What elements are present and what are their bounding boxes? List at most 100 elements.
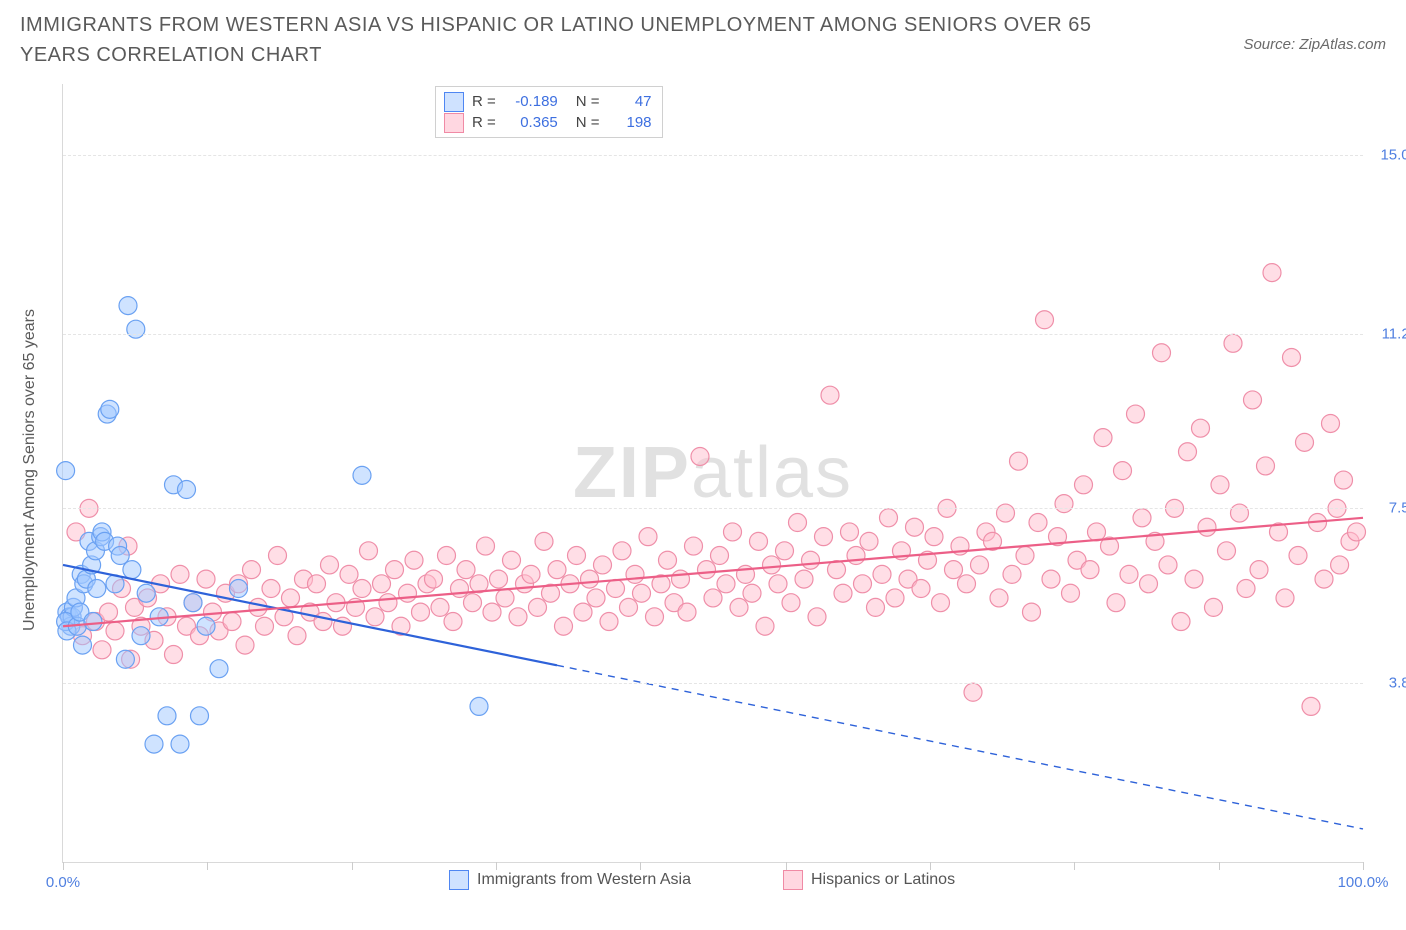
data-point [106,622,124,640]
data-point [1322,414,1340,432]
data-point [789,514,807,532]
data-point [646,608,664,626]
data-point [379,594,397,612]
data-point [451,580,469,598]
data-point [1257,457,1275,475]
data-point [490,570,508,588]
data-point [191,707,209,725]
source-credit: Source: ZipAtlas.com [1243,36,1386,53]
x-tick [496,862,497,870]
data-point [587,589,605,607]
data-point [100,603,118,621]
data-point [672,570,690,588]
data-point [256,617,274,635]
data-point [1250,561,1268,579]
data-point [116,650,134,668]
data-point [249,598,267,616]
data-point [431,598,449,616]
data-point [1023,603,1041,621]
data-point [613,542,631,560]
data-point [210,660,228,678]
y-tick-label: 15.0% [1380,146,1406,163]
data-point [854,575,872,593]
data-point [1042,570,1060,588]
data-point [1107,594,1125,612]
data-point [763,556,781,574]
data-point [1127,405,1145,423]
data-point [1205,598,1223,616]
data-point [509,608,527,626]
data-point [1289,547,1307,565]
legend-swatch [444,92,464,112]
data-point [678,603,696,621]
data-point [483,603,501,621]
data-point [1036,311,1054,329]
data-point [366,608,384,626]
data-point [1010,452,1028,470]
x-tick [930,862,931,870]
data-point [1120,565,1138,583]
data-point [1081,561,1099,579]
data-point [1075,476,1093,494]
data-point [1276,589,1294,607]
data-point [340,565,358,583]
data-point [1094,429,1112,447]
data-point [1315,570,1333,588]
data-point [84,613,102,631]
data-point [639,528,657,546]
data-point [633,584,651,602]
data-point [171,565,189,583]
data-point [1296,433,1314,451]
legend-r-label: R = [472,91,496,112]
data-point [594,556,612,574]
data-point [1185,570,1203,588]
data-point [1335,471,1353,489]
data-point [197,570,215,588]
data-point [496,589,514,607]
data-point [405,551,423,569]
gridline [63,334,1363,335]
data-point [581,570,599,588]
data-point [93,641,111,659]
trend-line-extrapolated [557,665,1363,829]
data-point [1088,523,1106,541]
stats-legend: R =-0.189N =47R =0.365N =198 [435,86,663,138]
x-tick [640,862,641,870]
x-tick [786,862,787,870]
correlation-chart: ZIPatlas R =-0.189N =47R =0.365N =198 Im… [62,84,1363,863]
x-tick [1219,862,1220,870]
x-tick-label: 0.0% [46,874,80,891]
data-point [119,297,137,315]
data-point [620,598,638,616]
data-point [308,575,326,593]
data-point [600,613,618,631]
data-point [555,617,573,635]
legend-n-label: N = [576,91,600,112]
x-tick [1363,862,1364,870]
data-point [457,561,475,579]
data-point [464,594,482,612]
legend-swatch [444,113,464,133]
data-point [438,547,456,565]
data-point [548,561,566,579]
data-point [123,561,141,579]
x-tick [63,862,64,870]
data-point [1198,518,1216,536]
data-point [724,523,742,541]
data-point [353,466,371,484]
data-point [971,556,989,574]
data-point [314,613,332,631]
data-point [568,547,586,565]
data-point [88,580,106,598]
data-point [171,735,189,753]
data-point [262,580,280,598]
legend-n-label: N = [576,112,600,133]
data-point [945,561,963,579]
data-point [808,608,826,626]
data-point [288,627,306,645]
data-point [360,542,378,560]
legend-n-value: 198 [608,112,652,133]
data-point [743,584,761,602]
data-point [425,570,443,588]
series-legend-2: Hispanics or Latinos [783,870,955,890]
